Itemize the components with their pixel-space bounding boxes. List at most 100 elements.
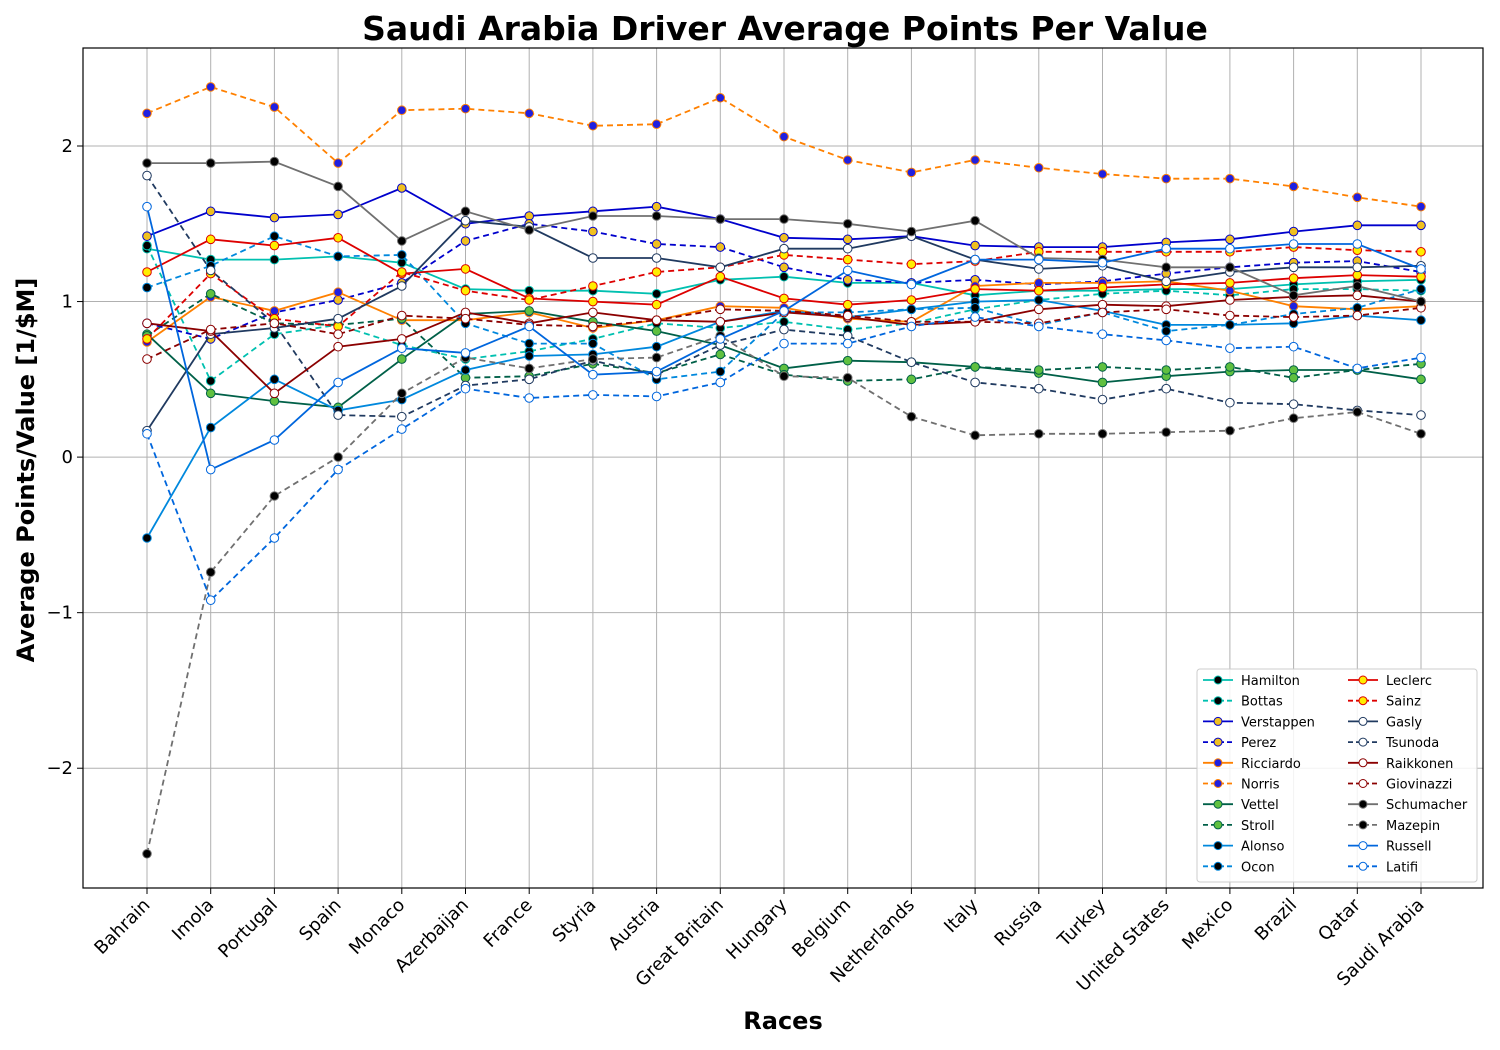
data-point bbox=[269, 318, 280, 329]
data-point bbox=[205, 265, 216, 276]
data-point bbox=[460, 365, 471, 375]
data-point bbox=[333, 341, 343, 352]
data-point bbox=[460, 348, 471, 358]
data-point bbox=[1225, 234, 1235, 245]
legend-item: Leclerc bbox=[1348, 674, 1432, 689]
data-point bbox=[333, 158, 343, 168]
data-point bbox=[1161, 173, 1171, 184]
x-tick-label: Brazil bbox=[1251, 895, 1301, 945]
data-point bbox=[333, 251, 343, 262]
data-point bbox=[1161, 383, 1171, 394]
data-point bbox=[779, 324, 789, 335]
data-point bbox=[524, 225, 535, 235]
series-leclerc bbox=[142, 232, 1426, 310]
data-point bbox=[460, 264, 471, 274]
series-lines bbox=[142, 82, 1426, 859]
legend-marker bbox=[1358, 861, 1368, 871]
data-point bbox=[1288, 181, 1299, 192]
legend-label: Tsunoda bbox=[1385, 736, 1439, 751]
data-point bbox=[1034, 285, 1044, 296]
data-point bbox=[269, 491, 280, 501]
data-point bbox=[842, 234, 853, 245]
data-point bbox=[269, 156, 280, 167]
data-point bbox=[1161, 276, 1171, 287]
data-point bbox=[1034, 162, 1044, 173]
data-point bbox=[397, 281, 407, 291]
data-point bbox=[779, 262, 789, 273]
data-point bbox=[588, 120, 598, 131]
legend-marker bbox=[1213, 799, 1223, 809]
data-point bbox=[460, 236, 471, 246]
data-point bbox=[842, 265, 853, 276]
data-point bbox=[1288, 399, 1299, 410]
data-point bbox=[651, 211, 662, 221]
data-point bbox=[1288, 226, 1299, 237]
data-point bbox=[715, 214, 726, 224]
data-point bbox=[524, 363, 535, 374]
data-point bbox=[142, 158, 152, 168]
data-point bbox=[842, 155, 853, 165]
x-tick-label: Austria bbox=[604, 895, 664, 955]
data-point bbox=[142, 170, 152, 181]
data-point bbox=[205, 388, 216, 399]
legend-label: Ocon bbox=[1241, 860, 1275, 875]
data-point bbox=[1416, 246, 1426, 257]
x-tick-label: Monaco bbox=[345, 895, 409, 959]
legend-label: Leclerc bbox=[1386, 674, 1432, 689]
legend-item: Ricciardo bbox=[1203, 757, 1301, 772]
data-point bbox=[205, 82, 216, 92]
data-point bbox=[333, 464, 343, 475]
data-point bbox=[397, 310, 407, 321]
data-point bbox=[842, 254, 853, 265]
legend-marker bbox=[1213, 675, 1223, 685]
legend-label: Sainz bbox=[1386, 695, 1421, 710]
data-point bbox=[142, 108, 152, 119]
data-point bbox=[842, 274, 853, 285]
legend-label: Stroll bbox=[1241, 819, 1275, 834]
x-tick-label: Qatar bbox=[1314, 894, 1365, 945]
data-point bbox=[715, 242, 726, 252]
legend-label: Gasly bbox=[1386, 715, 1422, 730]
legend-item: Giovinazzi bbox=[1348, 778, 1452, 793]
data-point bbox=[970, 377, 980, 388]
data-point bbox=[651, 267, 662, 277]
data-point bbox=[1352, 239, 1363, 249]
legend-marker bbox=[1358, 799, 1368, 809]
legend-item: Ocon bbox=[1203, 860, 1275, 875]
data-point bbox=[906, 411, 917, 422]
y-axis-ticks: −2 −1 0 1 2 bbox=[46, 136, 83, 779]
legend-marker bbox=[1358, 820, 1368, 830]
data-point bbox=[588, 226, 598, 237]
data-point bbox=[1097, 282, 1108, 293]
legend-item: Raikkonen bbox=[1348, 757, 1453, 772]
legend-label: Schumacher bbox=[1386, 798, 1468, 813]
data-point bbox=[1034, 254, 1044, 265]
data-point bbox=[397, 388, 407, 399]
x-tick-label: Portugal bbox=[214, 895, 282, 963]
data-point bbox=[1416, 284, 1426, 294]
data-point bbox=[651, 288, 662, 299]
data-point bbox=[651, 366, 662, 377]
data-point bbox=[715, 271, 726, 282]
legend-marker bbox=[1358, 779, 1368, 788]
data-point bbox=[588, 338, 598, 349]
series-line bbox=[146, 292, 1422, 382]
data-point bbox=[1416, 220, 1426, 231]
data-point bbox=[1225, 343, 1235, 354]
data-point bbox=[524, 374, 535, 385]
data-point bbox=[906, 167, 917, 178]
data-point bbox=[1416, 201, 1426, 212]
series-norris bbox=[142, 82, 1426, 212]
series-line bbox=[146, 306, 1422, 360]
data-point bbox=[651, 239, 662, 249]
data-point bbox=[460, 103, 471, 114]
data-point bbox=[205, 422, 216, 433]
data-point bbox=[333, 410, 343, 420]
legend-item: Sainz bbox=[1348, 695, 1421, 710]
data-point bbox=[142, 201, 152, 212]
data-point bbox=[970, 362, 980, 372]
data-point bbox=[779, 243, 789, 254]
data-point bbox=[779, 214, 789, 224]
data-point bbox=[397, 424, 407, 434]
data-point bbox=[1352, 290, 1363, 301]
